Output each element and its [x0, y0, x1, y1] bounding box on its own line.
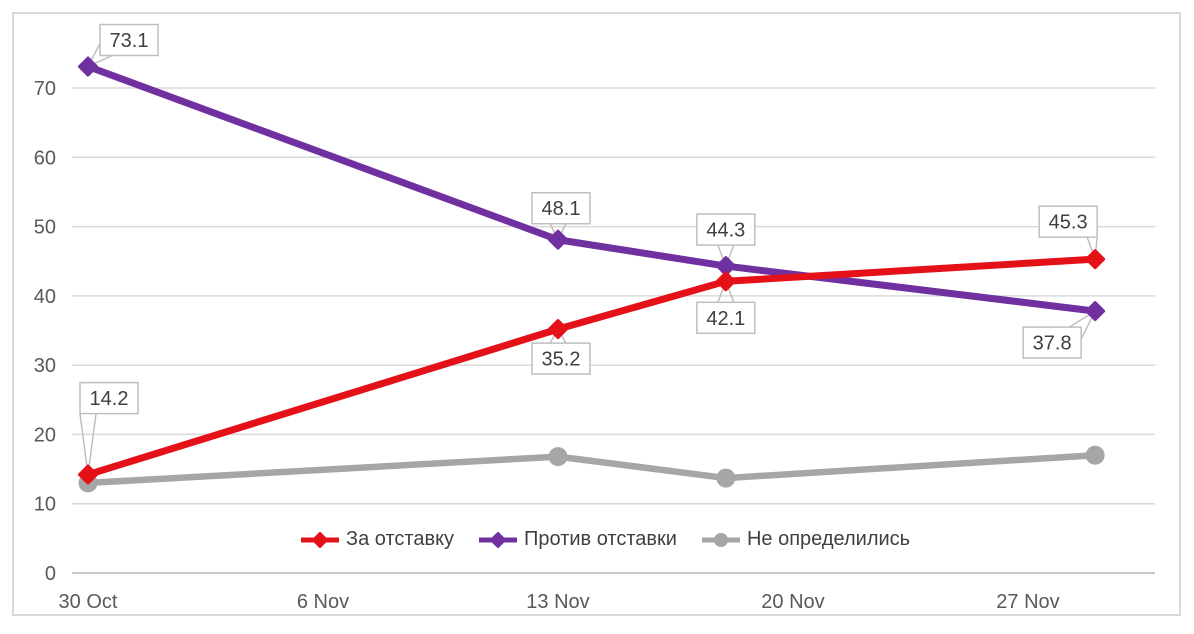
- x-tick-label: 20 Nov: [761, 591, 824, 613]
- data-point-marker: [547, 319, 568, 340]
- y-tick-label: 40: [34, 286, 56, 308]
- y-tick-label: 20: [34, 424, 56, 446]
- legend-item: За отставку: [300, 528, 454, 551]
- y-tick-label: 30: [34, 355, 56, 377]
- y-tick-label: 50: [34, 217, 56, 239]
- data-label-value: 35.2: [542, 349, 581, 371]
- data-label-callout: 44.3: [696, 213, 756, 267]
- y-tick-label: 60: [34, 147, 56, 169]
- data-label-value: 42.1: [706, 308, 745, 330]
- data-label-value: 48.1: [542, 198, 581, 220]
- data-label-box: [696, 213, 756, 246]
- legend-line-diamond-icon: [301, 531, 339, 548]
- legend-label: Не определились: [746, 528, 911, 550]
- x-tick-label: 6 Nov: [297, 591, 349, 613]
- legend-line-circle-icon: [701, 532, 740, 547]
- data-label-callout: 73.1: [87, 23, 159, 68]
- data-label-value: 14.2: [90, 388, 129, 410]
- data-label-callout: 37.8: [1022, 310, 1096, 359]
- legend-label: Против отставки: [524, 528, 677, 550]
- data-label-leader: [79, 413, 89, 475]
- data-label-box: [99, 23, 159, 57]
- y-tick-label: 0: [45, 563, 56, 585]
- data-point-marker: [490, 531, 507, 548]
- data-label-box: [696, 301, 756, 335]
- data-label-value: 73.1: [110, 30, 149, 52]
- x-tick-label: 30 Oct: [59, 591, 118, 613]
- legend-item: Против отставки: [478, 528, 677, 551]
- data-label-box: [1038, 205, 1098, 238]
- x-tick-label: 13 Nov: [526, 591, 589, 613]
- y-tick-label: 10: [34, 494, 56, 516]
- data-point-marker: [715, 256, 736, 277]
- data-point-marker: [1085, 445, 1105, 465]
- series-line: [84, 255, 1099, 479]
- chart-border: [12, 12, 1181, 616]
- legend-line-diamond-icon: [479, 531, 518, 548]
- series-line: [84, 63, 1099, 315]
- data-label-value: 37.8: [1033, 333, 1072, 355]
- data-point-marker: [548, 447, 568, 467]
- data-point-marker: [312, 531, 328, 548]
- data-point-marker: [78, 464, 98, 485]
- data-point-marker: [78, 56, 98, 77]
- data-label-value: 45.3: [1049, 212, 1088, 234]
- data-point-marker: [1085, 301, 1106, 322]
- data-point-marker: [547, 229, 568, 250]
- x-tick-label: 27 Nov: [996, 591, 1059, 613]
- data-label-callout: 35.2: [531, 328, 591, 375]
- data-label-callout: 45.3: [1038, 205, 1098, 260]
- data-label-callout: 48.1: [531, 191, 591, 241]
- data-label-callout: 14.2: [79, 381, 139, 475]
- y-tick-label: 70: [34, 78, 56, 100]
- data-point-marker: [715, 271, 736, 292]
- data-point-marker: [716, 468, 736, 488]
- legend-label: За отставку: [346, 528, 455, 550]
- data-point-marker: [713, 532, 728, 547]
- data-label-box: [531, 342, 591, 375]
- data-label-box: [531, 191, 591, 225]
- data-label-box: [79, 381, 139, 415]
- data-label-box: [1022, 326, 1082, 359]
- data-point-marker: [1085, 249, 1106, 270]
- series-line: [84, 451, 1099, 487]
- data-label-callout: 42.1: [696, 281, 756, 335]
- legend-item: Не определились: [701, 528, 910, 551]
- data-label-leader: [87, 413, 97, 475]
- data-label-value: 44.3: [706, 220, 745, 242]
- chart-legend: За отставку Против отставки Не определилис…: [300, 528, 910, 551]
